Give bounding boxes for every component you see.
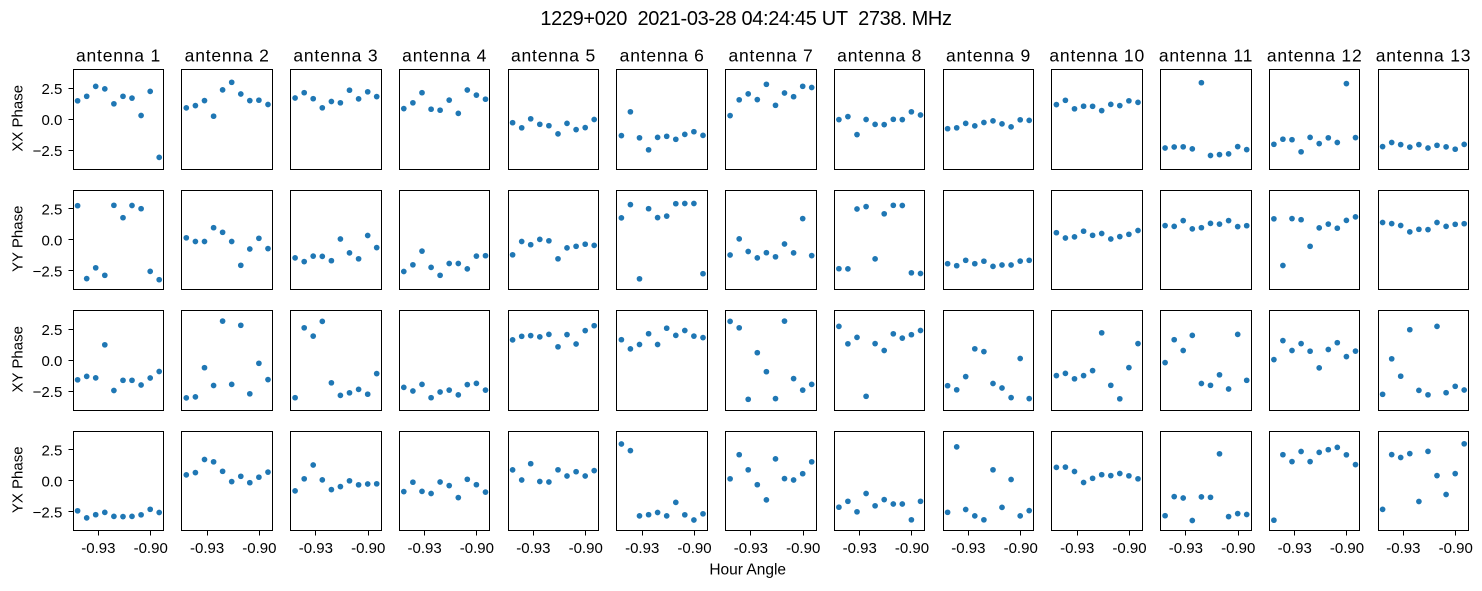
svg-text:-0.90: -0.90 (569, 540, 603, 557)
svg-text:2.5: 2.5 (41, 322, 62, 339)
svg-text:antenna 3: antenna 3 (293, 46, 378, 66)
svg-text:-0.90: -0.90 (242, 540, 276, 557)
svg-text:YX Phase: YX Phase (10, 446, 27, 513)
svg-text:-0.93: -0.93 (625, 540, 659, 557)
svg-text:XY Phase: XY Phase (10, 326, 27, 392)
svg-text:2.5: 2.5 (41, 443, 62, 460)
svg-text:-0.93: -0.93 (1386, 540, 1420, 557)
svg-text:-0.93: -0.93 (190, 540, 224, 557)
svg-text:-0.93: -0.93 (81, 540, 115, 557)
svg-text:-0.93: -0.93 (299, 540, 333, 557)
svg-text:Hour Angle: Hour Angle (709, 562, 786, 579)
svg-text:antenna 4: antenna 4 (402, 46, 487, 66)
svg-text:-0.93: -0.93 (843, 540, 877, 557)
svg-text:antenna 13: antenna 13 (1376, 46, 1472, 66)
svg-text:0.0: 0.0 (41, 233, 62, 250)
svg-text:XX Phase: XX Phase (10, 85, 27, 152)
svg-text:antenna 2: antenna 2 (185, 46, 270, 66)
svg-text:0.0: 0.0 (41, 112, 62, 129)
svg-text:-0.93: -0.93 (1060, 540, 1094, 557)
svg-text:-0.90: -0.90 (1439, 540, 1473, 557)
svg-text:antenna 10: antenna 10 (1049, 46, 1145, 66)
svg-text:-0.93: -0.93 (407, 540, 441, 557)
svg-text:0.0: 0.0 (41, 474, 62, 491)
svg-text:-0.90: -0.90 (786, 540, 820, 557)
svg-text:2.5: 2.5 (41, 202, 62, 219)
svg-text:-0.90: -0.90 (1112, 540, 1146, 557)
svg-text:-0.93: -0.93 (516, 540, 550, 557)
svg-text:-0.90: -0.90 (1330, 540, 1364, 557)
svg-text:−2.5: −2.5 (33, 384, 63, 401)
svg-text:-0.93: -0.93 (1169, 540, 1203, 557)
svg-text:antenna 8: antenna 8 (837, 46, 922, 66)
svg-text:antenna 1: antenna 1 (76, 46, 161, 66)
svg-text:-0.90: -0.90 (895, 540, 929, 557)
svg-text:−2.5: −2.5 (33, 143, 63, 160)
svg-text:antenna 6: antenna 6 (620, 46, 705, 66)
svg-text:antenna 12: antenna 12 (1267, 46, 1363, 66)
svg-text:-0.90: -0.90 (677, 540, 711, 557)
svg-text:−2.5: −2.5 (33, 505, 63, 522)
svg-text:-0.90: -0.90 (1004, 540, 1038, 557)
svg-text:antenna 5: antenna 5 (511, 46, 596, 66)
svg-text:-0.93: -0.93 (1278, 540, 1312, 557)
svg-text:antenna 9: antenna 9 (946, 46, 1031, 66)
svg-text:−2.5: −2.5 (33, 264, 63, 281)
svg-text:-0.90: -0.90 (351, 540, 385, 557)
svg-text:-0.90: -0.90 (460, 540, 494, 557)
svg-text:1229+020 2021-03-28 04:24:45: 1229+020 2021-03-28 04:24:45 UT 2738. MH… (540, 8, 951, 30)
svg-text:2.5: 2.5 (41, 81, 62, 98)
svg-text:-0.93: -0.93 (951, 540, 985, 557)
svg-text:-0.93: -0.93 (734, 540, 768, 557)
svg-text:antenna 11: antenna 11 (1159, 46, 1253, 66)
svg-text:-0.90: -0.90 (134, 540, 168, 557)
svg-text:-0.90: -0.90 (1221, 540, 1255, 557)
svg-text:0.0: 0.0 (41, 353, 62, 370)
svg-text:antenna 7: antenna 7 (728, 46, 813, 66)
svg-text:YY Phase: YY Phase (10, 206, 27, 272)
